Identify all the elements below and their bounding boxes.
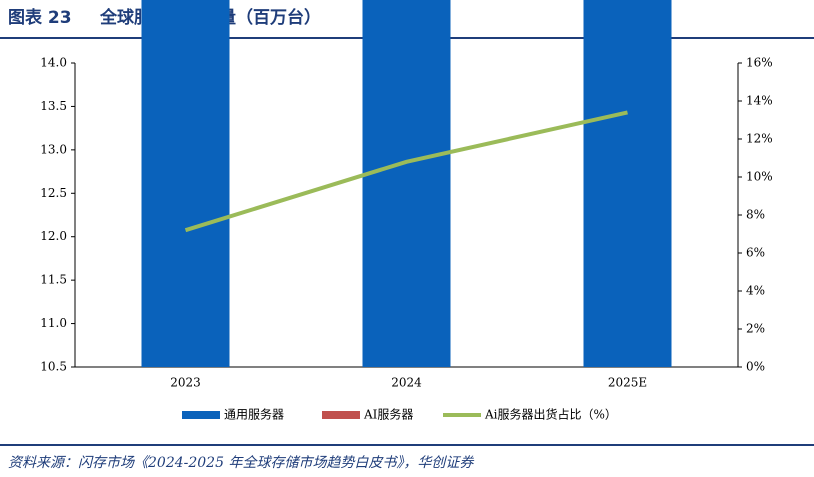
y-tick-label: 14.0 [40, 56, 67, 70]
line [184, 110, 628, 233]
y-tick-label: 10.5 [40, 360, 67, 374]
y2-tick-label: 6% [746, 246, 765, 260]
y2-tick-label: 0% [746, 360, 765, 374]
legend-label: AI服务器 [363, 407, 413, 422]
y2-tick-label: 12% [746, 132, 773, 146]
y-tick-label: 11.0 [40, 316, 67, 330]
y2-tick-label: 10% [746, 170, 773, 184]
y2-tick-label: 4% [746, 284, 765, 298]
legend-label: 通用服务器 [224, 407, 284, 422]
figure-label: 图表 23 [8, 7, 72, 28]
x-tick-label: 2025E [608, 376, 647, 390]
x-tick-label: 2024 [391, 376, 422, 390]
y-tick-label: 12.0 [40, 229, 67, 243]
bar [141, 0, 230, 367]
y-tick-label: 12.5 [40, 186, 67, 200]
x-tick-label: 2023 [170, 376, 201, 390]
legend-swatch [182, 411, 220, 419]
source: 资料来源：闪存市场《2024-2025 年全球存储市场趋势白皮书》，华创证券 [8, 455, 474, 471]
legend-swatch [322, 411, 360, 419]
y2-tick-label: 16% [746, 56, 773, 70]
y2-tick-label: 8% [746, 208, 765, 222]
y-tick-label: 11.5 [40, 273, 67, 287]
legend-label: Ai服务器出货占比（%） [484, 407, 617, 422]
y2-tick-label: 2% [746, 322, 765, 336]
y-tick-label: 13.5 [40, 99, 67, 113]
y-tick-label: 13.0 [40, 142, 67, 156]
bar [583, 0, 672, 367]
y2-tick-label: 14% [746, 94, 773, 108]
bar [362, 0, 451, 367]
